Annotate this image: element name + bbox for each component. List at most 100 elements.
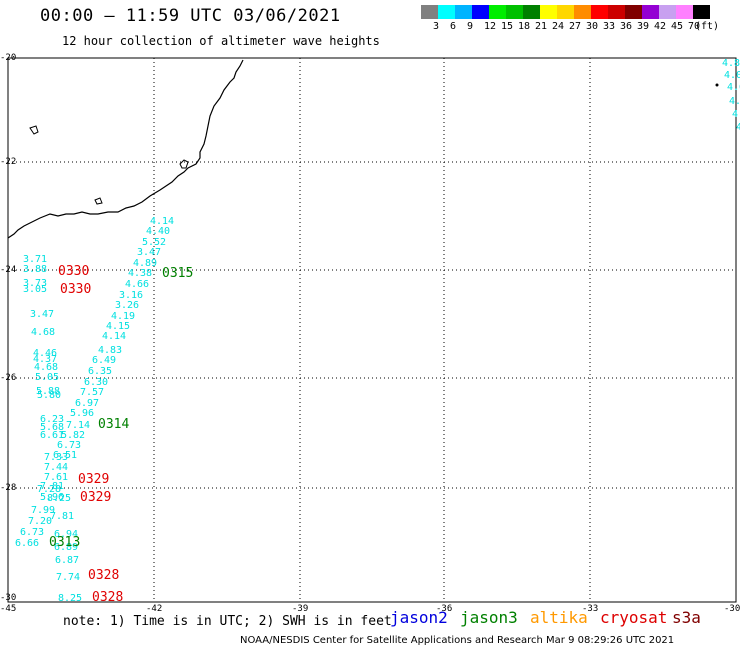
legend-cryosat: cryosat xyxy=(600,608,668,627)
pass-time-label: 0329 xyxy=(78,472,109,487)
wave-height-value: 6.51 xyxy=(53,450,77,461)
color-scale-label: 36 xyxy=(620,21,633,32)
color-scale-label: 24 xyxy=(552,21,565,32)
pass-time-labels: 0330 0330 0315 0314 0329 0329 0313 0328 0328 xyxy=(49,264,193,605)
wave-height-value: 6.87 xyxy=(55,555,79,566)
color-swatch xyxy=(608,5,625,19)
wave-height-value: 3.71 xyxy=(23,254,47,265)
wave-height-value: 3.26 xyxy=(115,300,139,311)
wave-height-value: 7.20 xyxy=(28,516,52,527)
credit-line: NOAA/NESDIS Center for Satellite Applica… xyxy=(240,635,675,646)
wave-height-value: 3.47 xyxy=(137,247,161,258)
wave-height-value: 4.6 xyxy=(729,96,740,107)
wave-height-value: 4.46 xyxy=(33,348,57,359)
wave-height-value: 3.05 xyxy=(23,284,47,295)
longitude-labels: -45 -42 -39 -36 -33 -30 xyxy=(0,604,740,614)
wave-height-value: 7.14 xyxy=(66,420,90,431)
wave-height-value: 5.96 xyxy=(70,408,94,419)
color-scale-label: 27 xyxy=(569,21,582,32)
longitude-label: -36 xyxy=(436,604,452,614)
color-scale-label: (ft) xyxy=(695,21,720,32)
color-swatch xyxy=(625,5,642,19)
wave-height-value: 3.88 xyxy=(23,264,47,275)
longitude-label: -39 xyxy=(292,604,308,614)
longitude-label: -30 xyxy=(724,604,740,614)
wave-height-value: 6.23 xyxy=(40,414,64,425)
color-scale-label: 3 xyxy=(433,21,440,32)
page-title: 00:00 – 11:59 UTC 03/06/2021 xyxy=(40,6,341,26)
wave-height-value: 3.16 xyxy=(119,290,143,301)
color-swatch xyxy=(676,5,693,19)
legend-jason2: jason2 xyxy=(390,608,448,627)
latitude-labels: -20 -22 -24 -26 -28 -30 xyxy=(0,53,16,603)
color-scale-labels: 3 6 9 12 15 18 21 24 27 30 33 36 39 42 45 70 (ft) xyxy=(421,19,740,33)
color-swatch xyxy=(455,5,472,19)
color-scale-label: 45 xyxy=(671,21,684,32)
legend-s3a: s3a xyxy=(672,608,701,627)
latitude-label: -20 xyxy=(0,53,16,63)
wave-height-value: 4.68 xyxy=(31,327,55,338)
wave-height-value: 4.83 xyxy=(98,345,122,356)
color-swatch xyxy=(489,5,506,19)
legend-altika: altika xyxy=(530,608,588,627)
color-swatches xyxy=(421,5,740,19)
plot-frame xyxy=(7,57,737,603)
wave-height-value: 4.68 xyxy=(34,362,58,373)
pass-time-label: 0313 xyxy=(49,535,80,550)
pass-time-label: 0314 xyxy=(98,417,129,432)
color-swatch xyxy=(540,5,557,19)
wave-height-value: 6.35 xyxy=(88,366,112,377)
wave-height-value: 6.66 xyxy=(15,538,39,549)
wave-height-value: 5.88 xyxy=(36,386,60,397)
wave-height-value: 5.52 xyxy=(142,237,166,248)
color-swatch xyxy=(557,5,574,19)
wave-height-value: 4.15 xyxy=(106,321,130,332)
wave-height-value: 4 xyxy=(736,122,740,133)
latitude-label: -30 xyxy=(0,593,16,603)
color-scale-label: 33 xyxy=(603,21,616,32)
wave-height-value: 7.57 xyxy=(80,387,104,398)
wave-height-value: 4.0 xyxy=(724,70,740,81)
wave-height-value: 7.99 xyxy=(31,505,55,516)
wave-height-value: 3.47 xyxy=(30,309,54,320)
wave-height-value: 4.66 xyxy=(125,279,149,290)
graticule xyxy=(8,58,736,602)
color-swatch xyxy=(659,5,676,19)
island-outline xyxy=(29,125,39,135)
pass-time-label: 0329 xyxy=(80,490,111,505)
color-swatch xyxy=(506,5,523,19)
color-swatch xyxy=(591,5,608,19)
latitude-label: -28 xyxy=(0,483,16,493)
wave-height-value: 4.8 xyxy=(722,58,740,69)
wave-height-value: 6.94 xyxy=(54,529,78,540)
color-scale-label: 12 xyxy=(484,21,497,32)
wave-height-value: 6.49 xyxy=(92,355,116,366)
color-scale-label: 9 xyxy=(467,21,474,32)
latitude-label: -24 xyxy=(0,265,16,275)
latitude-label: -26 xyxy=(0,373,16,383)
color-scale-label: 39 xyxy=(637,21,650,32)
wave-height-value: 6.73 xyxy=(20,527,44,538)
wave-height-value: 5.05 xyxy=(35,372,59,383)
color-scale-label: 18 xyxy=(518,21,531,32)
color-scale-label: 30 xyxy=(586,21,599,32)
pass-time-label: 0315 xyxy=(162,266,193,281)
wave-height-color-scale: 3 6 9 12 15 18 21 24 27 30 33 36 39 42 45 70 (ft) xyxy=(421,5,740,33)
wave-height-value: 7.61 xyxy=(44,472,68,483)
wave-height-value: 4.14 xyxy=(102,331,126,342)
wave-height-value: 6.89 xyxy=(54,542,78,553)
wave-height-value: 4.38 xyxy=(128,268,152,279)
wave-height-value: 8.25 xyxy=(58,593,82,604)
legend-jason3: jason3 xyxy=(460,608,518,627)
wave-height-value: 6.30 xyxy=(84,377,108,388)
footer-note: note: 1) Time is in UTC; 2) SWH is in fe… xyxy=(63,614,392,629)
wave-height-value: 7.81 xyxy=(40,481,64,492)
wave-height-value: 4.19 xyxy=(111,311,135,322)
wave-height-value: 6.97 xyxy=(75,398,99,409)
wave-height-value: 6.73 xyxy=(57,440,81,451)
wave-height-value: 7.33 xyxy=(44,452,68,463)
wave-height-value: 5.80 xyxy=(37,390,61,401)
color-swatch xyxy=(472,5,489,19)
color-scale-label: 21 xyxy=(535,21,548,32)
longitude-label: -45 xyxy=(0,604,16,614)
